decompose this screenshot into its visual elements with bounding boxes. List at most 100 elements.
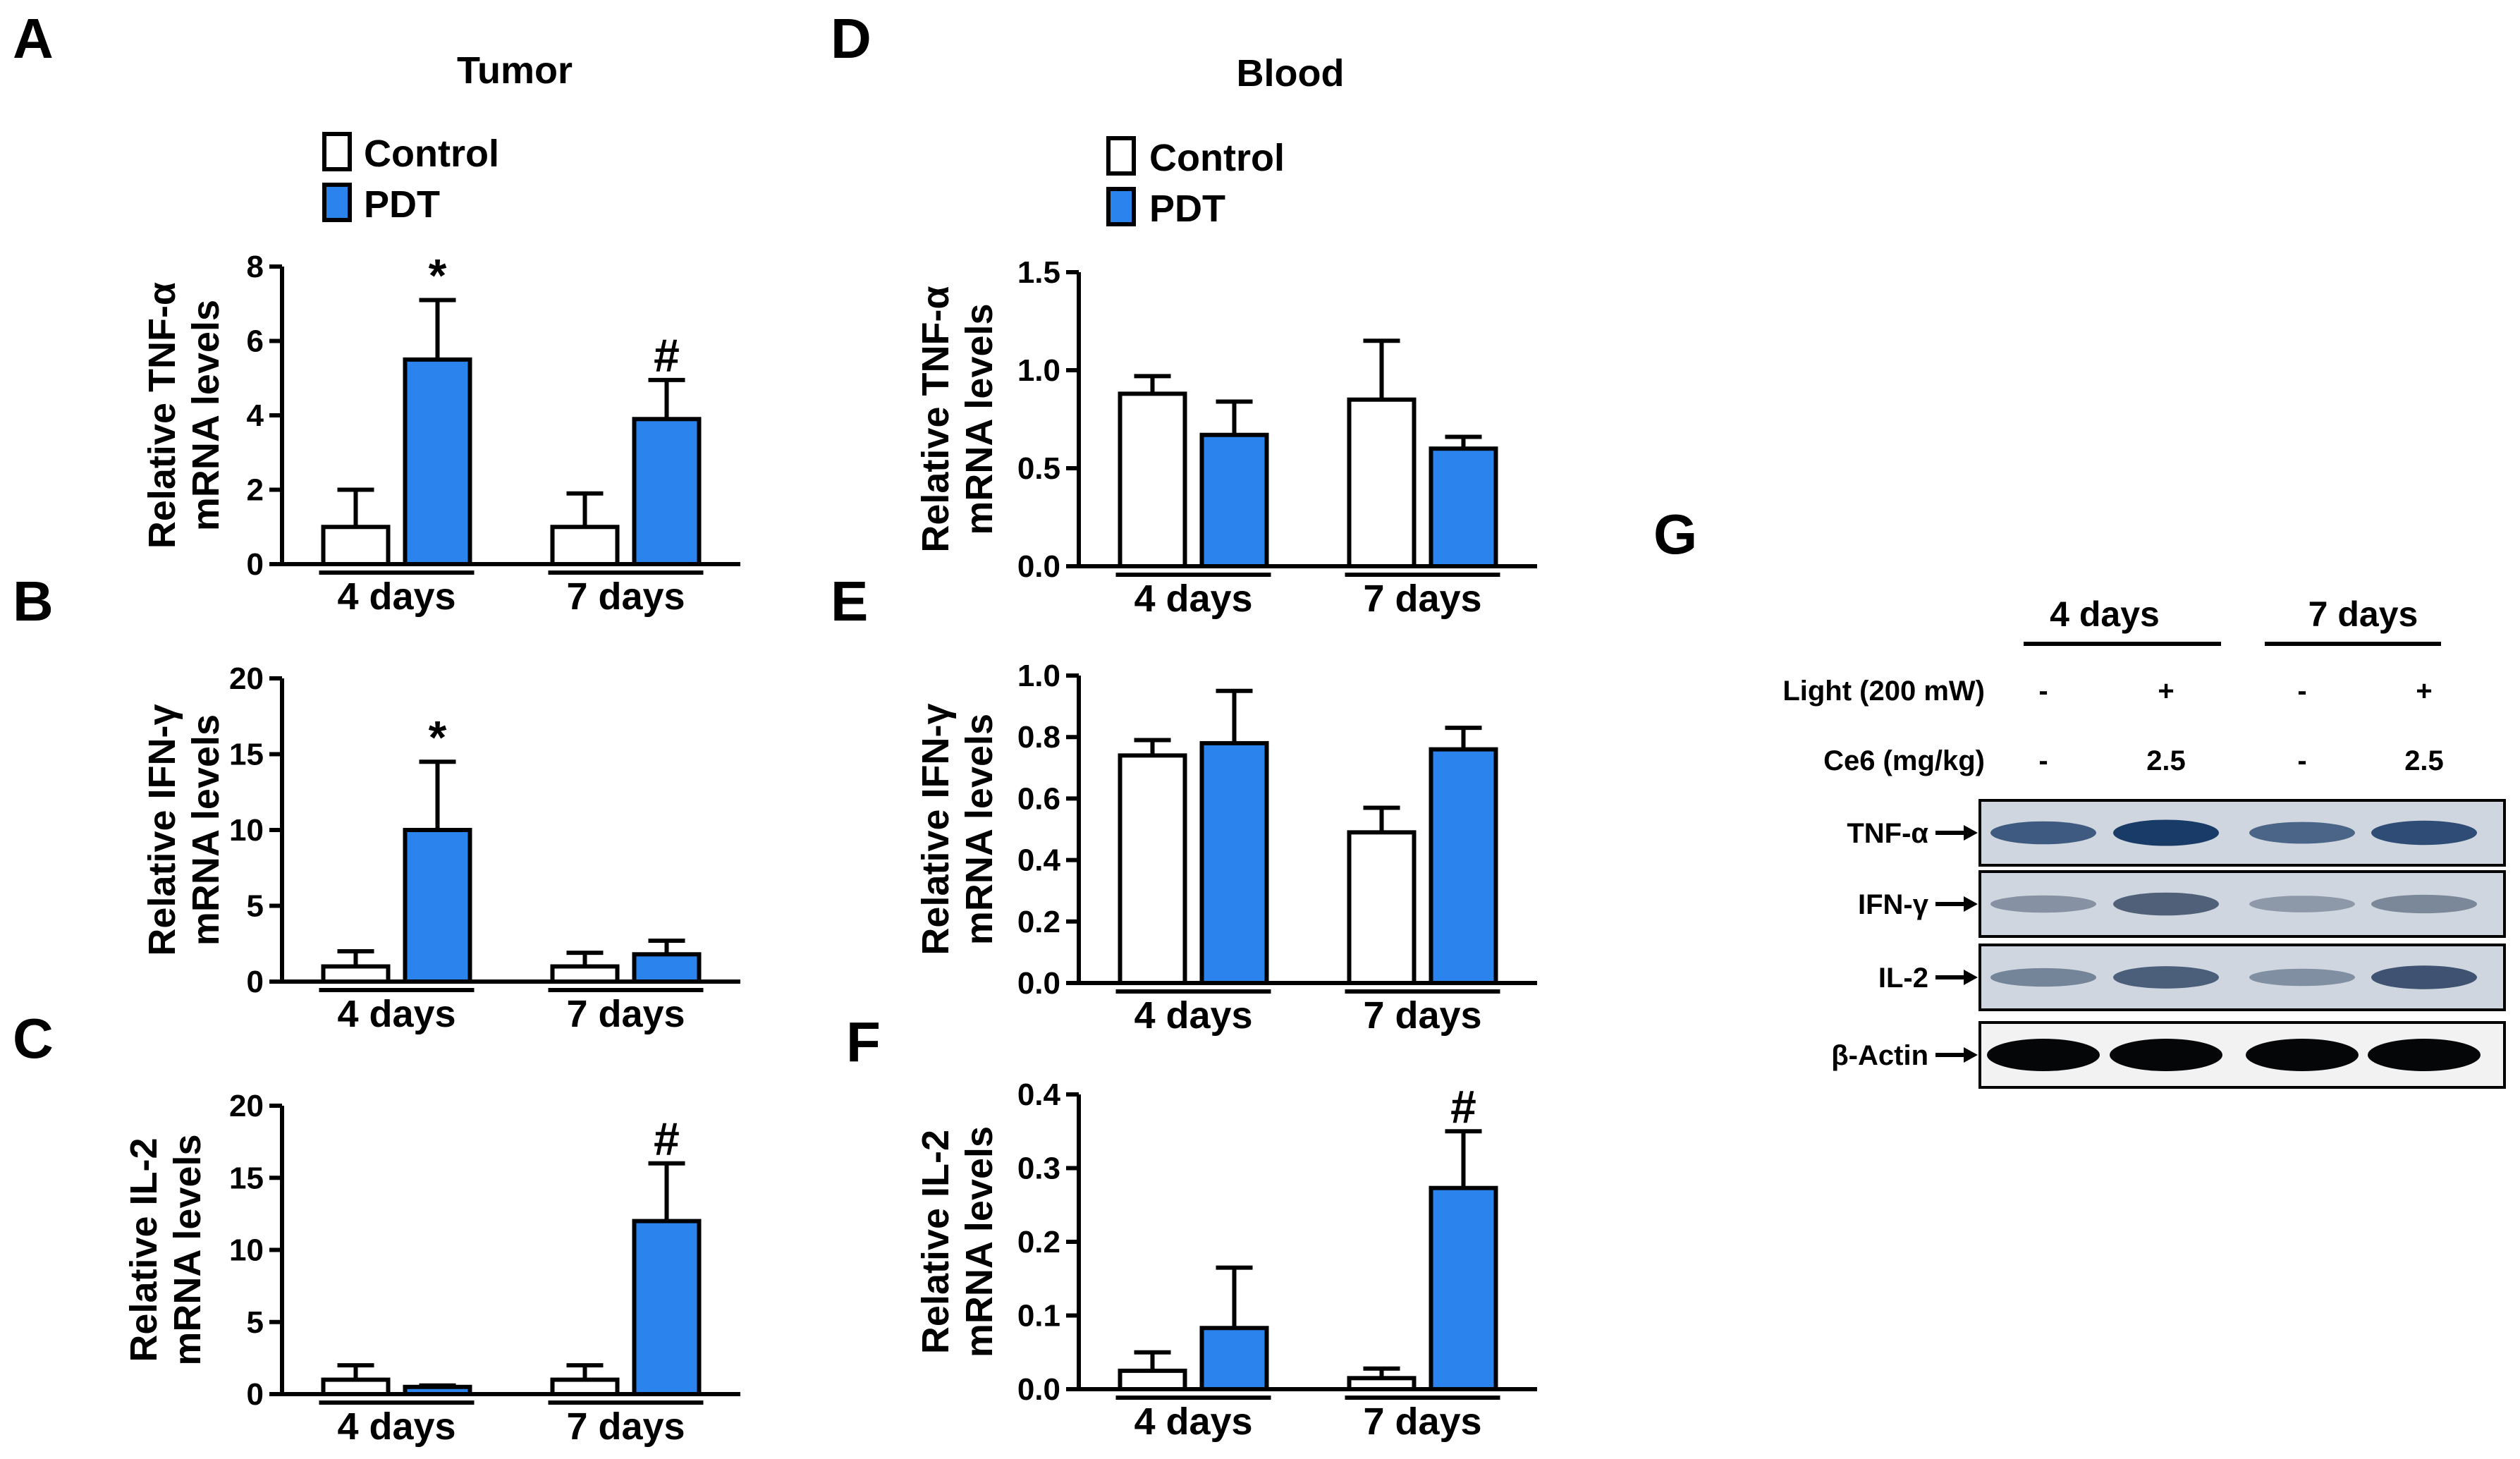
- y-tick-label: 5: [247, 889, 264, 924]
- blot-row-label: IFN-γ: [1858, 889, 1929, 920]
- y-tick-label: 10: [229, 813, 264, 848]
- bar-control: [321, 1377, 391, 1397]
- bar-control: [1118, 391, 1187, 568]
- panel-letter-g: G: [1653, 503, 1697, 566]
- y-axis-label-line1: Relative TNF-α: [915, 286, 957, 552]
- y-tick-label: 0: [247, 1377, 264, 1412]
- y-axis-label-line2: mRNA levels: [958, 303, 1001, 535]
- blot-band: [2246, 1039, 2359, 1071]
- x-tick-label: 7 days: [1363, 1400, 1481, 1443]
- y-tick-label: 0.5: [1017, 451, 1060, 486]
- y-tick-label: 1.0: [1017, 353, 1060, 388]
- panel-letter-c: C: [13, 1007, 54, 1070]
- y-tick-label: 0.0: [1017, 966, 1060, 1001]
- blot-band: [2110, 1039, 2222, 1071]
- legend-blood: Control PDT: [1106, 136, 1285, 230]
- legend-swatch-pdt: [1106, 187, 1136, 226]
- y-tick-label: 20: [229, 661, 264, 696]
- bar-pdt: [1429, 747, 1498, 985]
- significance-mark: *: [429, 249, 447, 301]
- bar-control: [550, 525, 620, 566]
- blot-band: [2113, 966, 2219, 989]
- blot-condition-value: 2.5: [2146, 745, 2186, 776]
- blot-group-label: 4 days: [2050, 594, 2160, 634]
- blot-row-label: IL-2: [1878, 963, 1928, 994]
- bar-pdt: [1429, 446, 1498, 569]
- chart-panel-e: 0.0 0.2 0.4 0.6 0.8 1.0 Relative IFN-γ mRNA lev…: [915, 659, 1537, 1037]
- blot-condition-value: 2.5: [2404, 745, 2444, 776]
- blot-band: [2249, 896, 2355, 912]
- x-tick-label: 7 days: [566, 575, 685, 618]
- y-axis-label-line2: mRNA levels: [185, 300, 227, 531]
- blot-band: [2371, 965, 2477, 989]
- bar-pdt: [403, 357, 472, 566]
- x-tick-label: 4 days: [1134, 1400, 1252, 1443]
- legend-swatch-control: [1106, 136, 1136, 176]
- arrow-right-icon: [1964, 825, 1978, 841]
- y-tick-label: 0: [247, 547, 264, 582]
- x-tick-label: 4 days: [1134, 578, 1252, 620]
- y-tick-label: 0.8: [1017, 720, 1060, 755]
- panel-letter-b: B: [13, 570, 54, 633]
- blot-row-label: TNF-α: [1847, 818, 1928, 849]
- arrow-right-icon: [1964, 896, 1978, 912]
- blot-condition-value: -: [2297, 676, 2306, 707]
- y-tick-label: 0.3: [1017, 1152, 1060, 1186]
- arrow-right-icon: [1964, 970, 1978, 985]
- blot-condition-value: +: [2158, 676, 2174, 707]
- blot-condition-value: -: [2038, 745, 2048, 776]
- legend-label-pdt: PDT: [364, 183, 440, 226]
- bar-control: [1347, 1376, 1417, 1391]
- blot-band: [2113, 892, 2219, 916]
- y-tick-label: 10: [229, 1233, 264, 1268]
- bar-pdt: [1199, 740, 1269, 986]
- y-axis-label-line1: Relative IFN-γ: [141, 704, 183, 956]
- chart-panel-b: 0 5 10 15 20 Relative IFN-γ mRNA levels * 4 days…: [141, 661, 740, 1035]
- blot-band: [2371, 894, 2477, 914]
- y-axis-label-line2: mRNA levels: [958, 714, 1001, 945]
- y-tick-label: 4: [247, 398, 264, 433]
- y-axis-label-line2: mRNA levels: [166, 1134, 209, 1365]
- arrow-right-icon: [1964, 1047, 1978, 1063]
- blot-condition-value: +: [2416, 676, 2432, 707]
- bar-pdt: [1199, 432, 1269, 568]
- y-tick-label: 5: [247, 1305, 264, 1340]
- y-tick-label: 0.1: [1017, 1299, 1060, 1333]
- bar-pdt: [403, 828, 472, 984]
- blot-band: [1990, 895, 2096, 913]
- y-axis-label-line1: Relative IL-2: [915, 1130, 957, 1354]
- significance-mark: #: [654, 329, 680, 381]
- y-tick-label: 2: [247, 473, 264, 508]
- blot-condition-label: Light (200 mW): [1782, 676, 1985, 707]
- y-tick-label: 0.0: [1017, 549, 1060, 584]
- blot-band: [1987, 1039, 2100, 1071]
- western-blot-panel: 4 days 7 days Light (200 mW) - + - + Ce6 (mg/kg…: [1782, 594, 2506, 1089]
- panel-letter-d: D: [831, 7, 871, 70]
- x-tick-label: 4 days: [337, 1405, 455, 1448]
- blot-condition-label: Ce6 (mg/kg): [1823, 745, 1985, 776]
- y-axis-label-line1: Relative TNF-α: [141, 282, 183, 549]
- bar-pdt: [632, 417, 702, 567]
- panel-letter-e: E: [831, 570, 868, 633]
- y-axis-label-line1: Relative IL-2: [123, 1137, 165, 1362]
- blot-condition-value: -: [2297, 745, 2306, 776]
- legend-swatch-pdt: [322, 183, 352, 222]
- y-tick-label: 0.2: [1017, 1225, 1060, 1259]
- chart-panel-c: 0 5 10 15 20 Relative IL-2 mRNA levels 4 days #7…: [123, 1089, 740, 1448]
- blot-band: [2249, 822, 2355, 844]
- bar-pdt: [632, 952, 702, 984]
- bar-control: [321, 964, 391, 984]
- bar-pdt: [1199, 1326, 1269, 1392]
- y-tick-label: 0.6: [1017, 781, 1060, 816]
- x-tick-label: 7 days: [566, 1405, 685, 1448]
- blot-band: [1990, 821, 2096, 845]
- y-tick-label: 15: [229, 738, 264, 772]
- significance-mark: #: [654, 1113, 680, 1165]
- y-tick-label: 0.4: [1017, 1078, 1061, 1112]
- blot-row-label: β-Actin: [1831, 1040, 1928, 1071]
- significance-mark: *: [429, 711, 447, 763]
- bar-pdt: [632, 1219, 702, 1396]
- y-tick-label: 6: [247, 324, 264, 359]
- y-tick-label: 1.5: [1017, 255, 1060, 290]
